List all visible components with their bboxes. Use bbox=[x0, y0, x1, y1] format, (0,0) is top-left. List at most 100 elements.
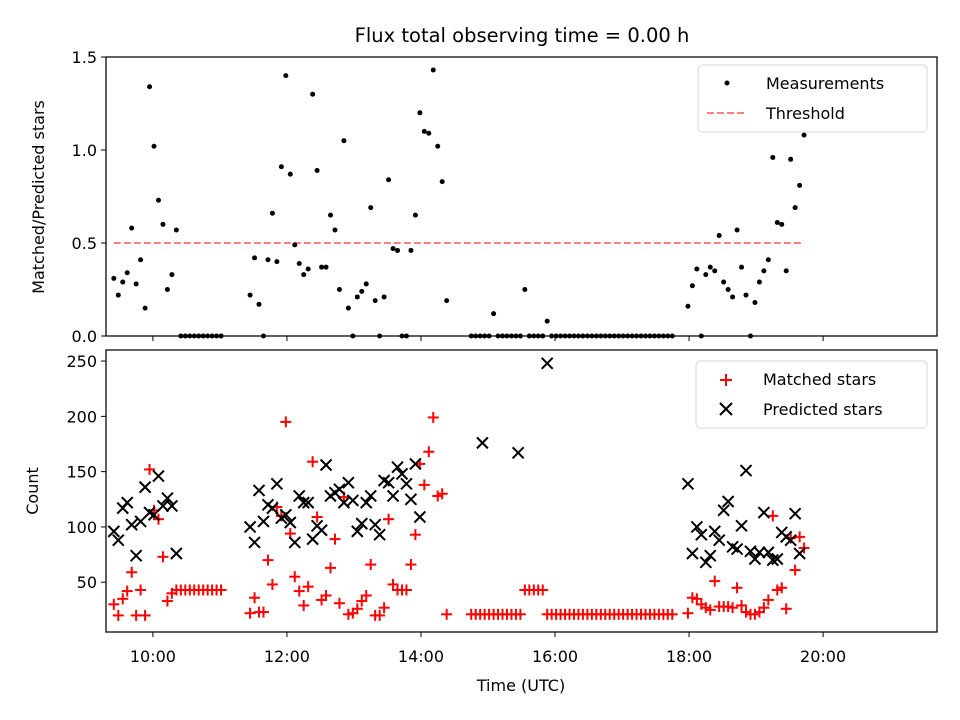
top-x-axis bbox=[152, 336, 824, 341]
predicted-star-point bbox=[288, 536, 301, 549]
top-legend-box bbox=[697, 64, 928, 133]
predicted-star-point bbox=[784, 534, 797, 547]
measurement-point bbox=[332, 227, 338, 233]
measurement-point bbox=[707, 264, 713, 270]
measurement-point bbox=[797, 182, 803, 188]
predicted-star-point bbox=[771, 552, 784, 566]
measurement-point bbox=[390, 246, 396, 252]
matched-star-point bbox=[400, 584, 412, 596]
top-y-tick-label: 0.0 bbox=[72, 327, 97, 346]
predicted-star-point bbox=[319, 458, 333, 472]
matched-star-point bbox=[514, 608, 526, 620]
predicted-star-point bbox=[342, 476, 355, 489]
matched-star-point bbox=[333, 597, 345, 609]
legend-matched-label: Matched stars bbox=[763, 370, 876, 389]
measurement-point bbox=[730, 294, 736, 300]
bottom-x-tick-label: 20:00 bbox=[800, 647, 846, 666]
matched-star-point bbox=[126, 566, 138, 578]
matched-star-point bbox=[409, 529, 421, 541]
measurement-point bbox=[412, 212, 418, 218]
measurement-point bbox=[721, 279, 727, 285]
predicted-star-point bbox=[165, 499, 179, 513]
measurement-point bbox=[381, 294, 387, 300]
measurement-point bbox=[426, 130, 432, 136]
predicted-star-point bbox=[730, 542, 744, 556]
measurement-point bbox=[779, 221, 785, 227]
measurement-point bbox=[774, 220, 780, 226]
predicted-star-point bbox=[243, 520, 257, 534]
bottom-panel: 50 100 150 200 250 10:00 12:00 14:00 16:00 18:00… bbox=[23, 349, 938, 695]
bottom-y-tick-label: 200 bbox=[66, 407, 97, 426]
predicted-star-point bbox=[138, 480, 152, 494]
bottom-plot-frame bbox=[105, 349, 938, 633]
top-plot-frame bbox=[105, 56, 938, 337]
predicted-star-point bbox=[257, 515, 270, 528]
measurement-point bbox=[164, 287, 170, 292]
matched-star-point bbox=[244, 607, 256, 619]
matched-star-point bbox=[161, 595, 173, 607]
matched-star-point bbox=[374, 609, 386, 621]
matched-star-point bbox=[293, 585, 305, 597]
predicted-star-point bbox=[270, 477, 284, 491]
predicted-star-point bbox=[112, 534, 125, 547]
bottom-y-axis: 50 100 150 200 250 bbox=[66, 352, 106, 592]
predicted-star-point bbox=[364, 489, 377, 503]
measurement-point bbox=[444, 298, 450, 304]
measurement-point bbox=[283, 73, 289, 79]
measurement-point bbox=[305, 266, 311, 272]
measurement-point bbox=[544, 318, 550, 324]
measurement-point bbox=[395, 247, 401, 253]
measurement-point bbox=[287, 171, 293, 177]
legend-predicted-marker bbox=[719, 402, 733, 416]
measurement-point bbox=[439, 179, 445, 185]
measurement-point bbox=[269, 210, 275, 216]
predicted-star-point bbox=[686, 547, 699, 560]
predicted-star-point bbox=[409, 457, 422, 471]
legend-matched-marker bbox=[720, 374, 732, 386]
predicted-star-point bbox=[346, 494, 360, 507]
measurement-point bbox=[274, 259, 280, 265]
matched-star-point bbox=[289, 571, 301, 583]
matched-star-point bbox=[117, 593, 129, 605]
matched-star-point bbox=[262, 554, 274, 566]
predicted-star-point bbox=[766, 553, 780, 567]
measurement-point bbox=[120, 279, 126, 285]
measurement-point bbox=[801, 132, 807, 138]
measurement-point bbox=[408, 247, 414, 253]
matched-star-point bbox=[378, 602, 390, 614]
predicted-star-point bbox=[301, 496, 315, 509]
predicted-star-point bbox=[788, 507, 802, 520]
bottom-x-tick-label: 18:00 bbox=[666, 647, 712, 666]
measurement-point bbox=[336, 287, 342, 292]
measurement-point bbox=[155, 197, 161, 203]
measurement-point bbox=[725, 287, 731, 292]
bottom-marks bbox=[107, 357, 810, 621]
predicted-star-point bbox=[757, 506, 771, 519]
matched-star-point bbox=[789, 564, 801, 576]
predicted-star-point bbox=[753, 546, 766, 559]
measurement-point bbox=[694, 266, 700, 272]
predicted-star-point bbox=[266, 501, 279, 515]
measurement-point bbox=[783, 268, 789, 274]
predicted-star-point bbox=[337, 496, 351, 509]
matched-star-point bbox=[776, 582, 788, 594]
matched-star-point bbox=[365, 559, 377, 571]
predicted-star-point bbox=[161, 491, 174, 505]
matched-star-point bbox=[311, 511, 323, 523]
predicted-star-point bbox=[355, 517, 368, 530]
bottom-y-tick-label: 150 bbox=[66, 463, 97, 482]
matched-star-point bbox=[762, 594, 774, 606]
matched-star-point bbox=[767, 510, 779, 522]
measurement-point bbox=[256, 301, 262, 307]
measurement-point bbox=[138, 257, 144, 263]
measurement-point bbox=[689, 283, 695, 289]
measurement-point bbox=[115, 292, 121, 298]
measurement-point bbox=[765, 257, 771, 263]
matched-star-point bbox=[387, 578, 399, 590]
matched-star-point bbox=[436, 488, 448, 500]
matched-star-point bbox=[157, 551, 169, 563]
matched-star-point bbox=[215, 584, 227, 596]
matched-star-point bbox=[257, 606, 269, 618]
chart-title: Flux total observing time = 0.00 h bbox=[355, 24, 690, 47]
